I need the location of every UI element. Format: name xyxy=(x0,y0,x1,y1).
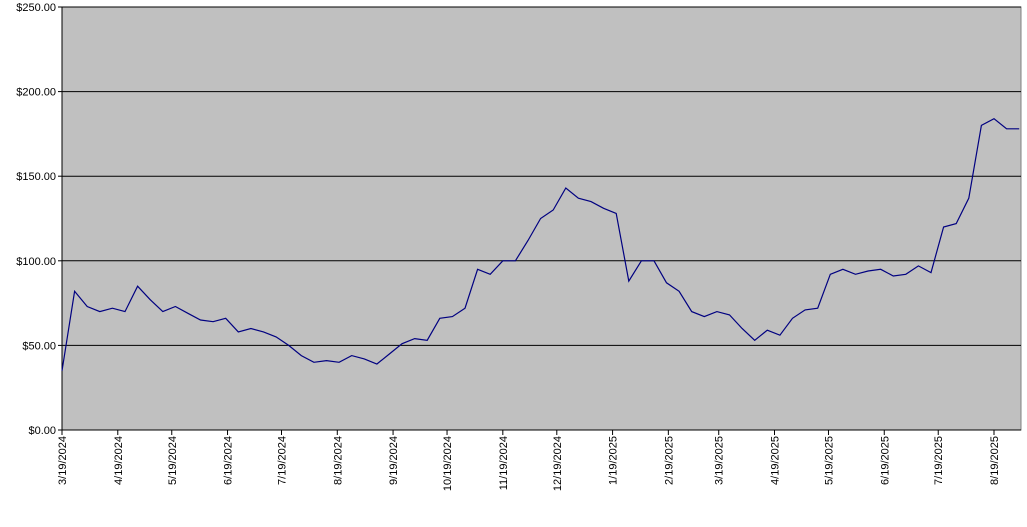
x-tick-label: 12/19/2024 xyxy=(552,436,564,491)
x-tick-label: 5/19/2024 xyxy=(167,436,179,485)
y-tick-label: $0.00 xyxy=(28,425,56,437)
price-line xyxy=(61,117,1020,371)
x-tick-label: 8/19/2025 xyxy=(989,436,1001,485)
x-tick-label: 2/19/2025 xyxy=(663,436,675,485)
x-tick-label: 10/19/2024 xyxy=(442,436,454,491)
y-tick-label: $200.00 xyxy=(16,87,56,99)
y-tick-label: $50.00 xyxy=(22,340,56,352)
x-tick-label: 11/19/2024 xyxy=(498,436,510,490)
x-tick-label: 8/19/2024 xyxy=(332,436,344,485)
x-tick-label: 3/19/2025 xyxy=(714,436,726,485)
y-tick-label: $150.00 xyxy=(16,171,56,183)
x-tick-label: 3/19/2024 xyxy=(57,436,69,485)
x-tick-label: 1/19/2025 xyxy=(608,436,620,485)
y-tick-label: $250.00 xyxy=(16,2,56,14)
y-tick-label: $100.00 xyxy=(16,256,56,268)
x-tick-label: 6/19/2024 xyxy=(223,436,235,485)
x-tick-label: 9/19/2024 xyxy=(388,436,400,485)
x-tick-label: 4/19/2024 xyxy=(113,436,125,485)
x-tick-label: 4/19/2025 xyxy=(770,436,782,485)
x-tick-label: 7/19/2025 xyxy=(933,436,945,485)
x-tick-label: 7/19/2024 xyxy=(277,436,289,485)
x-tick-label: 5/19/2025 xyxy=(823,436,835,485)
x-tick-label: 6/19/2025 xyxy=(879,436,891,485)
